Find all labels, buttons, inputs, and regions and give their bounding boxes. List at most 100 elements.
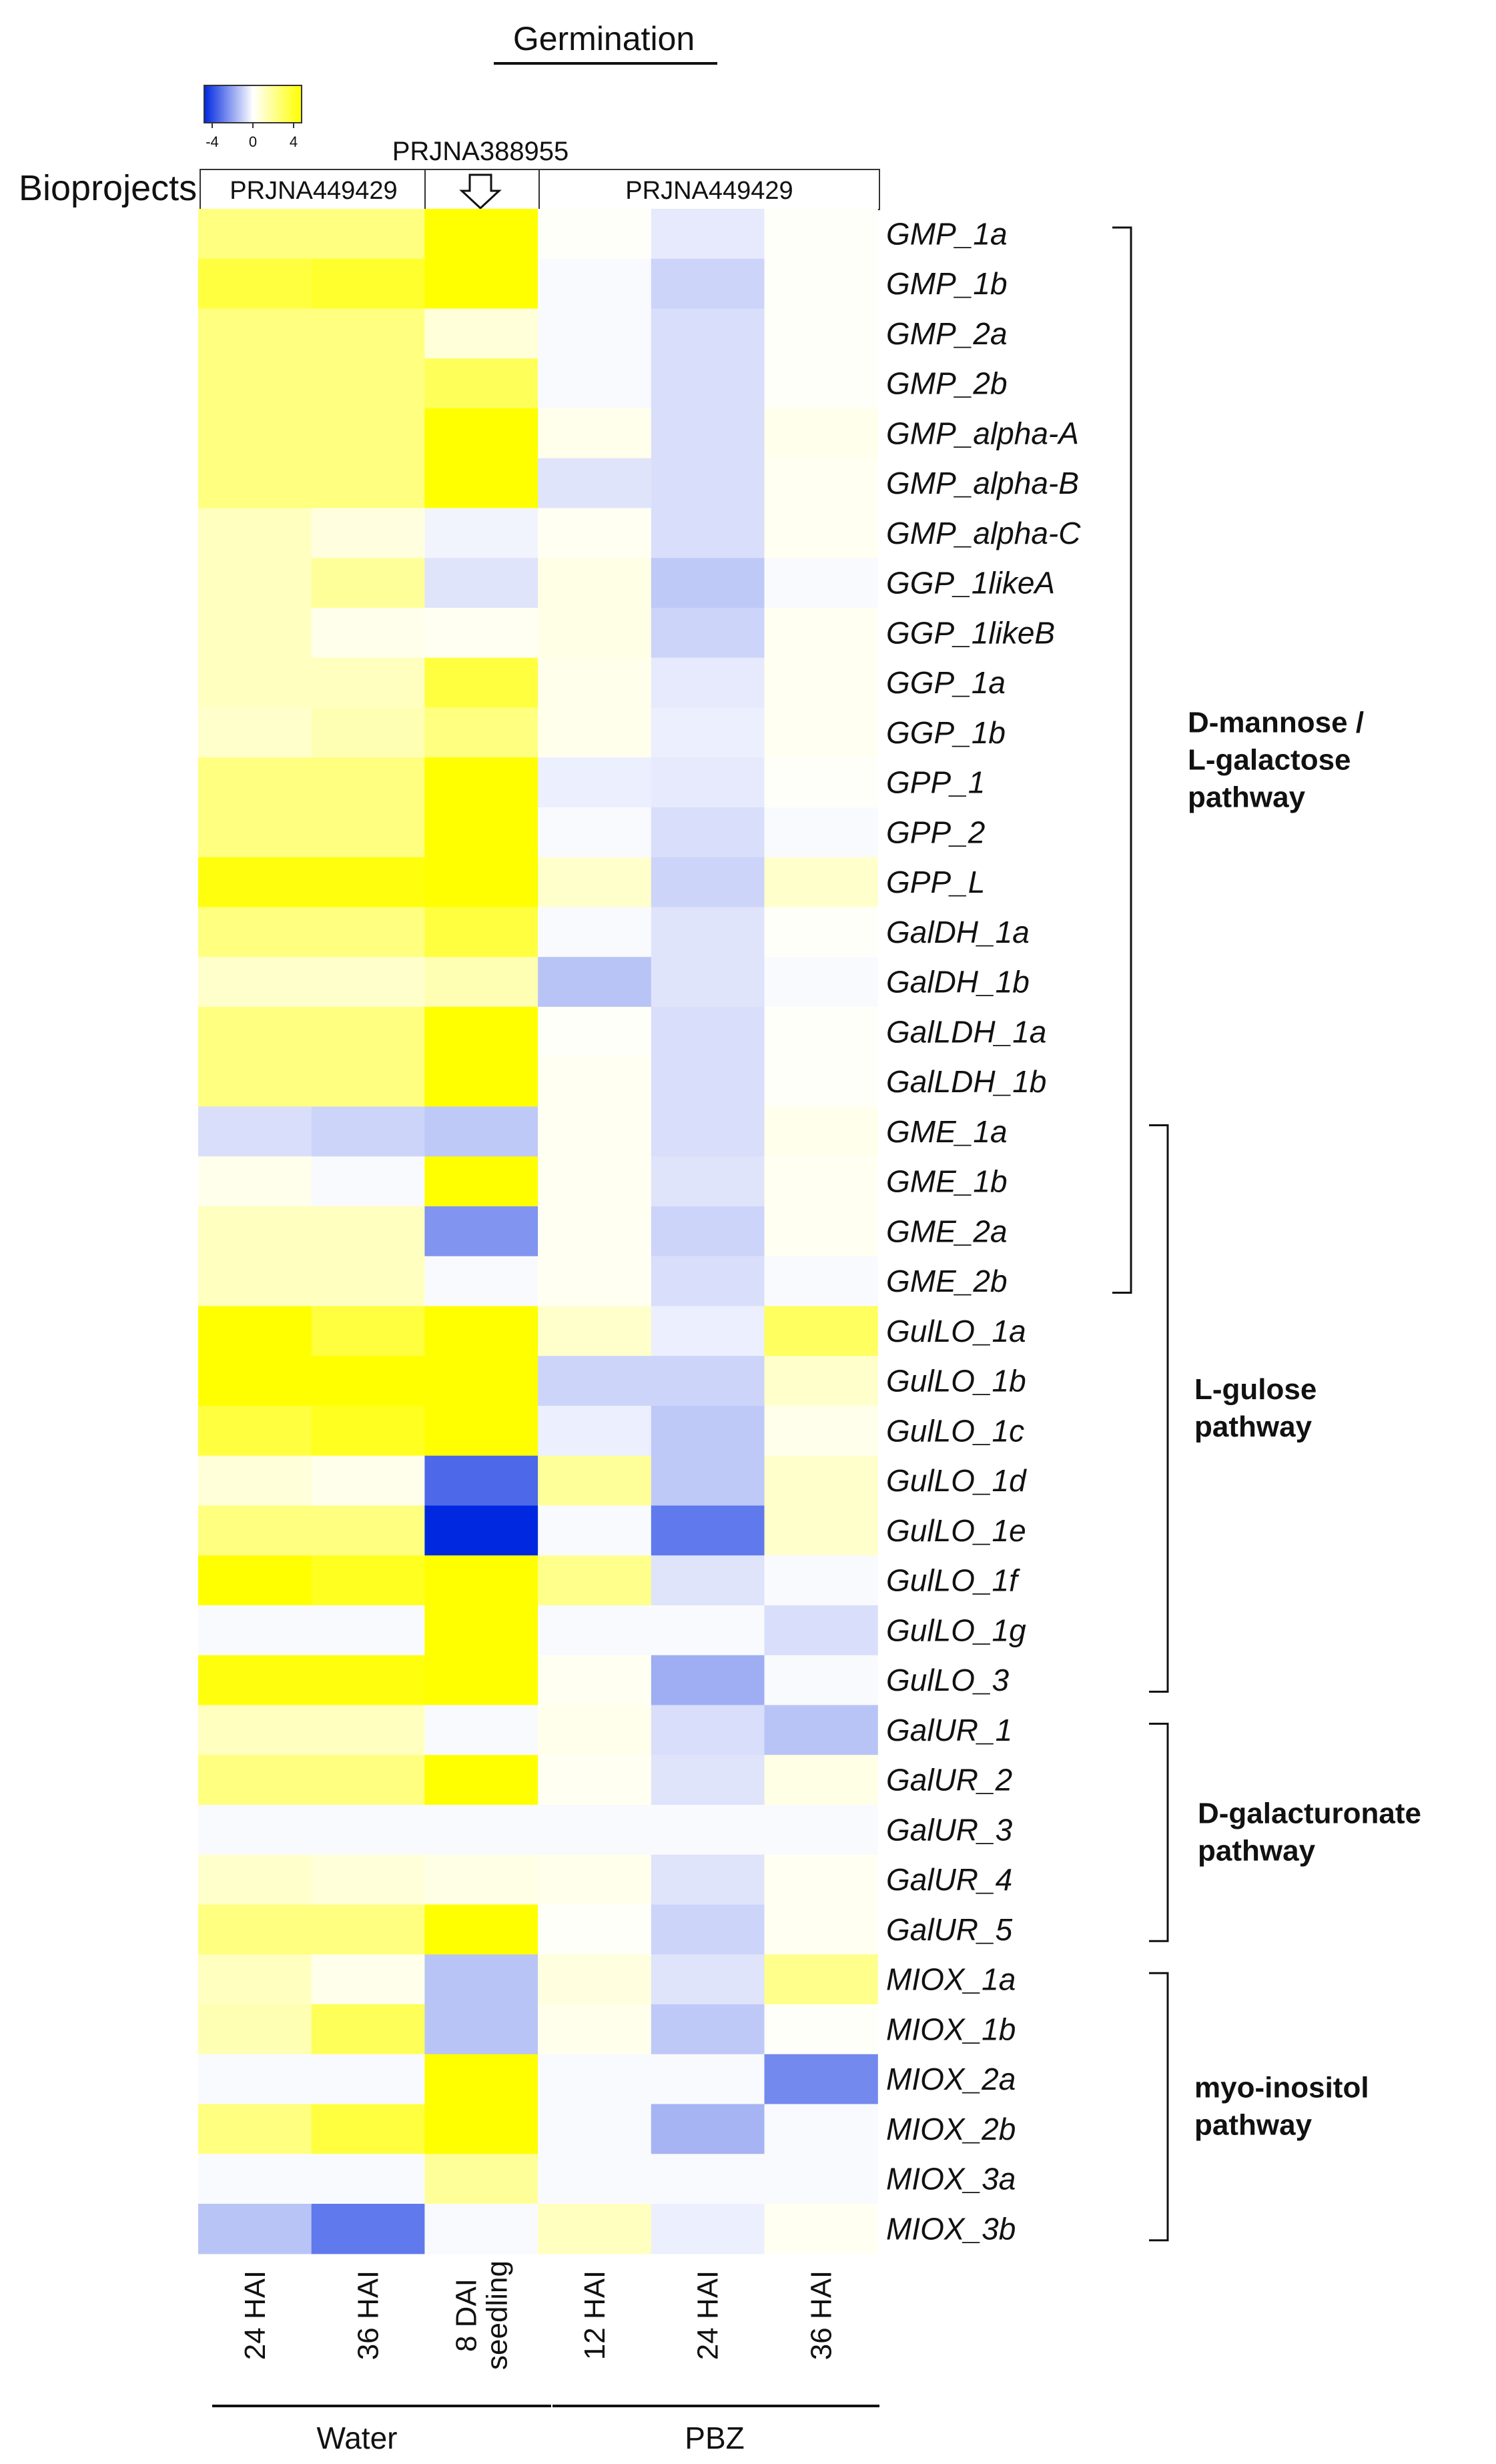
heatmap-cell bbox=[764, 757, 878, 808]
column-label: 36 HAI bbox=[352, 2271, 385, 2361]
heatmap-cell bbox=[424, 657, 538, 709]
heatmap-cell bbox=[764, 308, 878, 359]
heatmap-cell bbox=[764, 1406, 878, 1457]
heatmap-cell bbox=[311, 1904, 425, 1955]
heatmap-cell bbox=[424, 807, 538, 858]
heatmap-cell bbox=[651, 1655, 765, 1706]
heatmap-cell bbox=[424, 1755, 538, 1805]
gene-label: GulLO_3 bbox=[886, 1663, 1010, 1697]
heatmap-cell bbox=[198, 358, 312, 409]
heatmap-cell bbox=[311, 2054, 425, 2105]
heatmap-cell bbox=[424, 1256, 538, 1307]
heatmap-cell bbox=[424, 2204, 538, 2254]
heatmap-cell bbox=[538, 1755, 652, 1805]
pathway-label: myo-inositol bbox=[1194, 2072, 1369, 2104]
heatmap-cell bbox=[764, 2204, 878, 2254]
gene-label: MIOX_3a bbox=[886, 2162, 1016, 2196]
gene-label: GulLO_1e bbox=[886, 1513, 1026, 1548]
heatmap-cell bbox=[651, 907, 765, 957]
heatmap-cell bbox=[311, 308, 425, 359]
heatmap-cell bbox=[651, 1306, 765, 1356]
heatmap-cell bbox=[538, 1904, 652, 1955]
heatmap-cell bbox=[311, 1805, 425, 1856]
heatmap-cell bbox=[311, 1406, 425, 1457]
heatmap-cell bbox=[764, 1854, 878, 1906]
heatmap-cell bbox=[311, 1505, 425, 1556]
legend-tick-label: -4 bbox=[206, 133, 219, 150]
heatmap-cell bbox=[538, 258, 652, 310]
heatmap-cell bbox=[651, 1854, 765, 1906]
heatmap-cell bbox=[198, 1655, 312, 1706]
heatmap-cell bbox=[311, 1007, 425, 1058]
heatmap-cell bbox=[538, 1805, 652, 1856]
heatmap-cell bbox=[424, 1007, 538, 1058]
heatmap-cell bbox=[424, 608, 538, 659]
heatmap-cell bbox=[538, 1555, 652, 1606]
heatmap-cell bbox=[198, 807, 312, 858]
gene-label: GMP_2a bbox=[886, 316, 1008, 351]
heatmap-cell bbox=[424, 1505, 538, 1556]
heatmap-cell bbox=[764, 2054, 878, 2105]
heatmap-cell bbox=[764, 857, 878, 908]
heatmap-cell bbox=[538, 807, 652, 858]
heatmap-cell bbox=[651, 1555, 765, 1606]
heatmap-cell bbox=[764, 907, 878, 957]
heatmap-cell bbox=[538, 608, 652, 659]
heatmap-cell bbox=[311, 907, 425, 957]
heatmap-cell bbox=[198, 2054, 312, 2105]
heatmap-cell bbox=[538, 1406, 652, 1457]
gene-label: GMP_alpha-C bbox=[886, 516, 1081, 550]
heatmap-cell bbox=[538, 957, 652, 1007]
pathway-label: pathway bbox=[1188, 781, 1306, 813]
heatmap-cell bbox=[538, 1106, 652, 1157]
heatmap-cell bbox=[311, 1705, 425, 1755]
heatmap-cell bbox=[311, 209, 425, 260]
gene-label: GMP_alpha-B bbox=[886, 466, 1079, 500]
chart-title: Germination bbox=[513, 20, 695, 57]
heatmap-cell bbox=[311, 558, 425, 608]
heatmap-cell bbox=[538, 2104, 652, 2154]
heatmap-cell bbox=[764, 209, 878, 260]
heatmap-cell bbox=[424, 209, 538, 260]
heatmap-cell bbox=[651, 2104, 765, 2154]
gene-label: GalUR_5 bbox=[886, 1912, 1013, 1947]
heatmap-cell bbox=[538, 1356, 652, 1406]
color-legend-ticks: -4 0 4 bbox=[206, 123, 298, 150]
heatmap-cell bbox=[198, 1256, 312, 1307]
heatmap-cell bbox=[538, 1156, 652, 1207]
heatmap-cell bbox=[764, 657, 878, 709]
heatmap-cell bbox=[424, 907, 538, 957]
column-label: 8 DAI bbox=[450, 2279, 482, 2352]
heatmap-cell bbox=[764, 1805, 878, 1856]
gene-label: GPP_1 bbox=[886, 765, 985, 800]
pathway-label: D-galacturonate bbox=[1198, 1797, 1421, 1829]
heatmap-cell bbox=[651, 2154, 765, 2204]
heatmap-cell bbox=[764, 2004, 878, 2055]
gene-label: GMP_alpha-A bbox=[886, 416, 1079, 450]
heatmap-cell bbox=[424, 2154, 538, 2204]
gene-label: GalUR_4 bbox=[886, 1862, 1012, 1897]
heatmap-cell bbox=[651, 1954, 765, 2005]
heatmap-cell bbox=[538, 2054, 652, 2105]
heatmap-cell bbox=[198, 657, 312, 709]
heatmap-cell bbox=[424, 1555, 538, 1606]
heatmap-cell bbox=[651, 1406, 765, 1457]
heatmap-cell bbox=[311, 1156, 425, 1207]
heatmap-cell bbox=[424, 308, 538, 359]
gene-label: GGP_1likeA bbox=[886, 566, 1055, 600]
gene-label: GulLO_1f bbox=[886, 1563, 1020, 1598]
heatmap-cell bbox=[424, 1605, 538, 1656]
heatmap-cell bbox=[198, 857, 312, 908]
heatmap-cell bbox=[651, 2054, 765, 2105]
heatmap-cell bbox=[764, 1106, 878, 1157]
heatmap-cell bbox=[651, 1605, 765, 1656]
heatmap-cell bbox=[651, 358, 765, 409]
color-legend-bar bbox=[204, 85, 302, 123]
heatmap-cell bbox=[538, 2004, 652, 2055]
heatmap-cell bbox=[651, 1156, 765, 1207]
heatmap-cell bbox=[424, 358, 538, 409]
heatmap-cell bbox=[651, 408, 765, 459]
gene-label: GalLDH_1a bbox=[886, 1014, 1046, 1049]
heatmap-cell bbox=[538, 857, 652, 908]
heatmap-cell bbox=[311, 707, 425, 758]
